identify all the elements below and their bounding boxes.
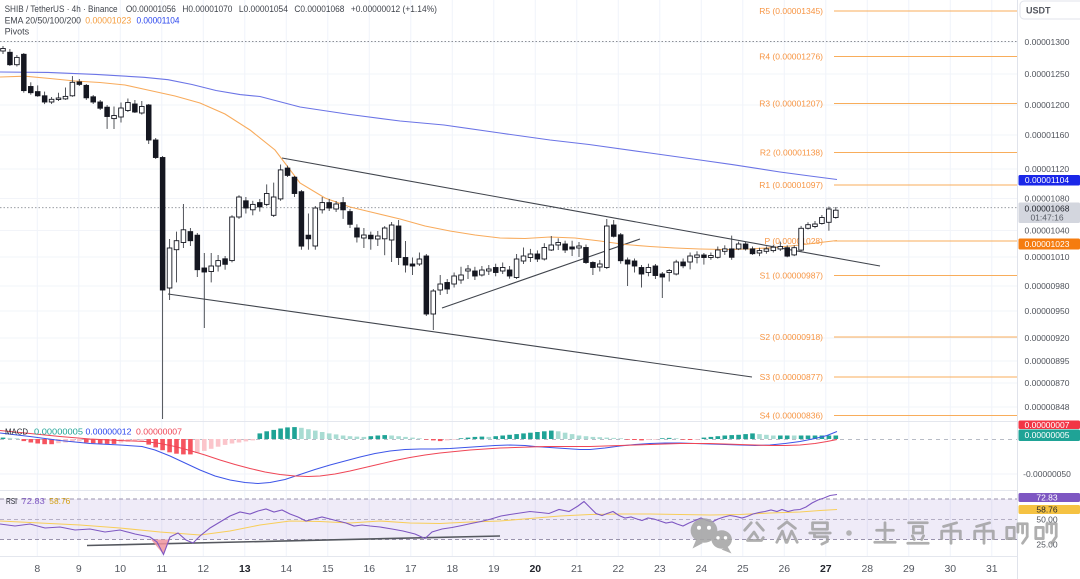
svg-text:14: 14 xyxy=(280,563,292,575)
svg-text:0.00000005: 0.00000005 xyxy=(1025,430,1070,440)
svg-text:21: 21 xyxy=(571,563,583,575)
svg-text:0.00000012: 0.00000012 xyxy=(86,427,132,437)
svg-text:72.83: 72.83 xyxy=(1036,493,1058,503)
svg-text:0.00000848: 0.00000848 xyxy=(1025,402,1070,412)
svg-text:18: 18 xyxy=(446,563,458,575)
svg-text:R1 (0.00001097): R1 (0.00001097) xyxy=(759,180,823,190)
svg-text:R2 (0.00001138): R2 (0.00001138) xyxy=(760,148,823,158)
svg-text:26: 26 xyxy=(778,563,790,575)
svg-text:25.00: 25.00 xyxy=(1036,540,1058,550)
svg-text:31: 31 xyxy=(986,563,998,575)
svg-text:SHIB / TetherUS · 4h · Binance: SHIB / TetherUS · 4h · Binance xyxy=(5,4,118,14)
svg-text:C0.00001068: C0.00001068 xyxy=(294,4,344,14)
svg-text:0.00001200: 0.00001200 xyxy=(1025,100,1070,110)
svg-text:0.00001023: 0.00001023 xyxy=(1025,239,1070,249)
svg-text:22: 22 xyxy=(612,563,624,575)
svg-text:20: 20 xyxy=(529,563,541,575)
svg-text:19: 19 xyxy=(488,563,500,575)
svg-text:0.00001300: 0.00001300 xyxy=(1025,37,1070,47)
svg-text:9: 9 xyxy=(76,563,82,575)
svg-text:0.00000007: 0.00000007 xyxy=(136,427,182,437)
svg-text:RSI: RSI xyxy=(6,496,17,506)
svg-text:0.00001250: 0.00001250 xyxy=(1025,69,1070,79)
svg-text:72.83: 72.83 xyxy=(22,496,45,506)
svg-text:+0.00000012 (+1.14%): +0.00000012 (+1.14%) xyxy=(351,4,437,14)
svg-text:11: 11 xyxy=(156,563,167,575)
svg-text:50.00: 50.00 xyxy=(1036,515,1058,525)
svg-text:0.00000870: 0.00000870 xyxy=(1025,378,1070,388)
svg-text:0.00000895: 0.00000895 xyxy=(1025,356,1070,366)
svg-text:10: 10 xyxy=(114,563,126,575)
svg-text:USDT: USDT xyxy=(1026,6,1051,16)
svg-text:28: 28 xyxy=(861,563,873,575)
svg-text:P (0.00001028): P (0.00001028) xyxy=(765,236,824,246)
svg-text:R3 (0.00001207): R3 (0.00001207) xyxy=(759,99,823,109)
svg-text:0.00000950: 0.00000950 xyxy=(1025,306,1070,316)
svg-text:0.00001160: 0.00001160 xyxy=(1025,130,1070,140)
svg-text:25: 25 xyxy=(737,563,749,575)
svg-text:-0.00000050: -0.00000050 xyxy=(1023,469,1071,479)
svg-text:17: 17 xyxy=(405,563,417,575)
svg-text:0.00001120: 0.00001120 xyxy=(1025,164,1070,174)
svg-text:58.76: 58.76 xyxy=(1036,505,1058,515)
svg-text:L0.00001054: L0.00001054 xyxy=(239,4,288,14)
svg-text:0.00001023: 0.00001023 xyxy=(85,16,131,26)
svg-text:0.00001068: 0.00001068 xyxy=(1025,204,1070,214)
svg-text:01:47:16: 01:47:16 xyxy=(1030,213,1063,223)
svg-text:O0.00001056: O0.00001056 xyxy=(126,4,176,14)
svg-text:0.00000980: 0.00000980 xyxy=(1025,281,1070,291)
svg-text:0.00000005: 0.00000005 xyxy=(34,427,83,437)
svg-text:0.00000007: 0.00000007 xyxy=(1025,420,1070,430)
svg-text:58.76: 58.76 xyxy=(49,496,70,506)
svg-text:23: 23 xyxy=(654,563,666,575)
svg-text:13: 13 xyxy=(239,563,251,575)
svg-text:16: 16 xyxy=(363,563,375,575)
svg-text:EMA 20/50/100/200: EMA 20/50/100/200 xyxy=(5,16,81,26)
svg-text:R5 (0.00001345): R5 (0.00001345) xyxy=(759,6,823,16)
svg-text:24: 24 xyxy=(695,563,707,575)
svg-text:S2 (0.00000918): S2 (0.00000918) xyxy=(760,332,823,342)
svg-text:0.00000920: 0.00000920 xyxy=(1025,333,1070,343)
svg-text:S1 (0.00000987): S1 (0.00000987) xyxy=(760,271,823,281)
svg-text:15: 15 xyxy=(322,563,334,575)
svg-text:0.00001080: 0.00001080 xyxy=(1025,194,1070,204)
svg-text:R4 (0.00001276): R4 (0.00001276) xyxy=(759,52,823,62)
svg-text:0.00001104: 0.00001104 xyxy=(1025,175,1070,185)
svg-text:27: 27 xyxy=(820,563,832,575)
svg-text:29: 29 xyxy=(903,563,915,575)
svg-text:8: 8 xyxy=(34,563,40,575)
svg-text:S4 (0.00000836): S4 (0.00000836) xyxy=(760,411,823,421)
svg-text:30: 30 xyxy=(944,563,956,575)
svg-text:12: 12 xyxy=(197,563,209,575)
svg-text:0.00001104: 0.00001104 xyxy=(137,16,180,26)
svg-text:0.00001010: 0.00001010 xyxy=(1025,252,1070,262)
svg-text:MACD: MACD xyxy=(5,427,28,437)
svg-text:0.00001040: 0.00001040 xyxy=(1025,226,1070,236)
svg-text:Pivots: Pivots xyxy=(5,27,30,37)
svg-text:H0.00001070: H0.00001070 xyxy=(182,4,232,14)
svg-text:S3 (0.00000877): S3 (0.00000877) xyxy=(760,372,823,382)
